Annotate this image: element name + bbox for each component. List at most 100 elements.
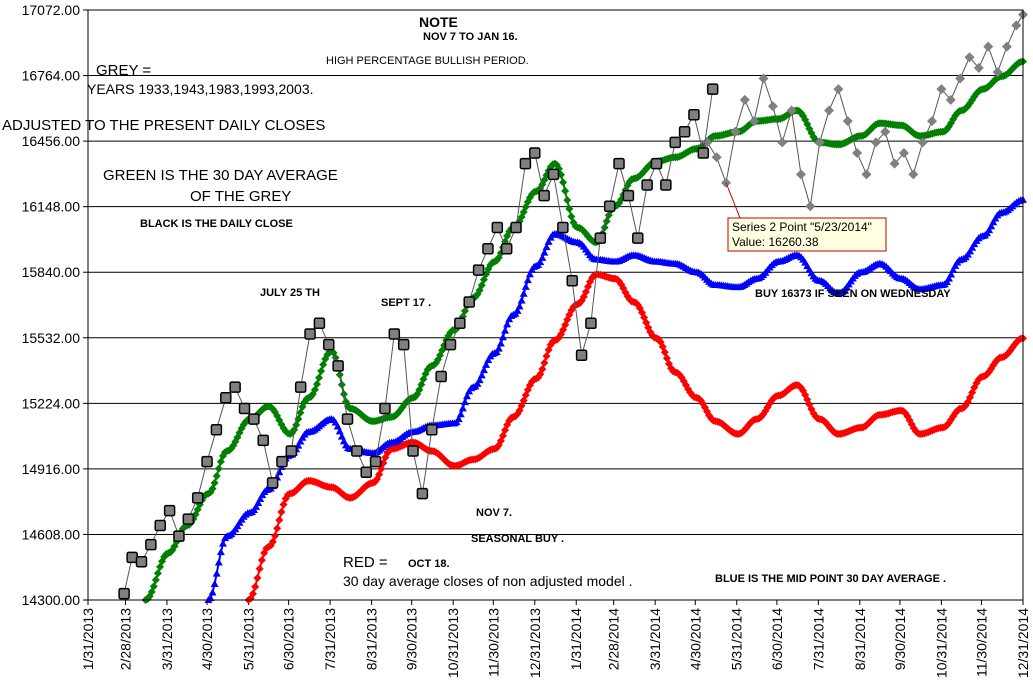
series-black-point	[332, 360, 344, 372]
series-grey-point	[1001, 41, 1012, 52]
series-grey-point	[767, 101, 778, 112]
x-tick-label: 12/31/2014	[1015, 608, 1031, 678]
series-green-point	[559, 178, 568, 187]
series-red-point	[257, 556, 266, 565]
series-blue-point	[496, 339, 505, 347]
tooltip-box	[727, 217, 887, 252]
series-green-point	[494, 253, 503, 262]
series-black-point	[594, 232, 607, 244]
x-tick-label: 6/30/2013	[281, 608, 297, 670]
series-black-point	[173, 530, 185, 542]
series-blue	[204, 195, 1027, 603]
series-black-point	[351, 445, 363, 457]
series-black-point	[706, 83, 719, 95]
series-blue-point	[498, 333, 507, 341]
series-red-point	[248, 589, 257, 598]
series-blue-point	[473, 379, 482, 387]
x-tick-label: 1/31/2013	[80, 608, 96, 670]
series-blue-point	[949, 266, 958, 274]
series-black-point	[407, 445, 419, 457]
y-tick-label: 15532.00	[22, 330, 81, 346]
series-red	[244, 270, 1027, 604]
x-tick-label: 2/28/2014	[606, 608, 622, 670]
x-tick-label: 9/30/2013	[404, 608, 420, 670]
series-black-point	[360, 466, 372, 479]
series-black-point	[135, 555, 148, 568]
series-black-point	[397, 338, 410, 351]
series-black-point	[622, 189, 635, 202]
series-grey-point	[908, 169, 919, 180]
series-blue-point	[985, 226, 994, 234]
series-red-point	[273, 524, 282, 533]
series-blue-point	[335, 427, 344, 435]
x-tick-label: 4/30/2013	[199, 608, 215, 670]
series-blue-point	[208, 588, 217, 596]
series-black-point	[341, 413, 354, 425]
series-grey-point	[758, 73, 769, 84]
series-green-point	[210, 478, 219, 487]
series-grey	[702, 9, 1028, 212]
series-blue-point	[987, 222, 996, 230]
series-green-point	[149, 582, 158, 591]
series-grey-point	[880, 126, 891, 137]
note-heading: NOTE	[419, 14, 458, 30]
series-grey-point	[833, 84, 844, 95]
series-black-point	[613, 157, 625, 170]
series-black-point	[678, 125, 691, 138]
x-tick-label: 5/31/2013	[241, 608, 257, 670]
series-blue-point	[513, 306, 522, 314]
series-black-point	[379, 402, 391, 415]
series-black-point	[276, 455, 288, 468]
series-grey-point	[786, 105, 797, 116]
series-black	[118, 83, 719, 600]
series-black-point	[472, 264, 485, 276]
series-black-point	[444, 338, 457, 351]
series-black-point	[248, 413, 260, 425]
series-black-point	[257, 434, 269, 447]
series-black-point	[463, 296, 475, 308]
black-desc: BLACK IS THE DAILY CLOSE	[140, 218, 293, 230]
y-axis-ticks: 17072.00 16764.00 16456.00 16148.00 15840.00…	[22, 2, 88, 608]
series-blue-point	[214, 558, 223, 566]
y-tick-label: 14916.00	[22, 461, 81, 477]
series-green-point	[561, 187, 570, 196]
series-grey-point	[711, 152, 722, 163]
series-blue-point	[212, 569, 221, 577]
series-grey-point	[805, 201, 816, 212]
x-tick-label: 6/30/2014	[769, 608, 785, 670]
series-blue-point	[966, 247, 975, 255]
note-period: NOV 7 TO JAN 16.	[423, 31, 518, 43]
series-grey-point	[917, 137, 928, 148]
y-tick-label: 15840.00	[22, 264, 81, 280]
x-tick-label: 1/31/2014	[568, 608, 584, 670]
series-red-point	[268, 537, 277, 546]
series-black-point	[163, 504, 176, 517]
series-black-point	[304, 328, 316, 340]
series-blue-point	[503, 320, 512, 328]
series-green-point	[563, 196, 572, 205]
x-tick-label: 7/31/2014	[810, 608, 826, 670]
series-grey-point	[927, 116, 938, 127]
series-blue-point	[494, 344, 503, 352]
x-tick-label: 10/31/2014	[933, 608, 949, 678]
x-tick-label: 11/30/2014	[974, 608, 990, 677]
series-black-point	[482, 243, 494, 255]
series-black-point	[238, 402, 251, 415]
series-grey-point	[889, 158, 900, 169]
series-grey-point	[964, 52, 975, 63]
red-label: RED =	[343, 554, 388, 571]
series-blue-point	[475, 376, 484, 384]
series-grey-point	[842, 116, 853, 127]
series-green-point	[315, 373, 324, 382]
series-grey-point	[749, 116, 760, 127]
series-black-point	[510, 221, 522, 234]
tooltip-line-1: Series 2 Point "5/23/2014"	[732, 220, 872, 234]
series-blue-point	[501, 326, 510, 334]
series-red-point	[255, 564, 264, 573]
green-desc-2: OF THE GREY	[190, 188, 291, 205]
blue-desc: BLUE IS THE MID POINT 30 DAY AVERAGE .	[715, 573, 946, 585]
plot-area-border	[87, 9, 1024, 601]
series-blue-point	[544, 237, 553, 245]
